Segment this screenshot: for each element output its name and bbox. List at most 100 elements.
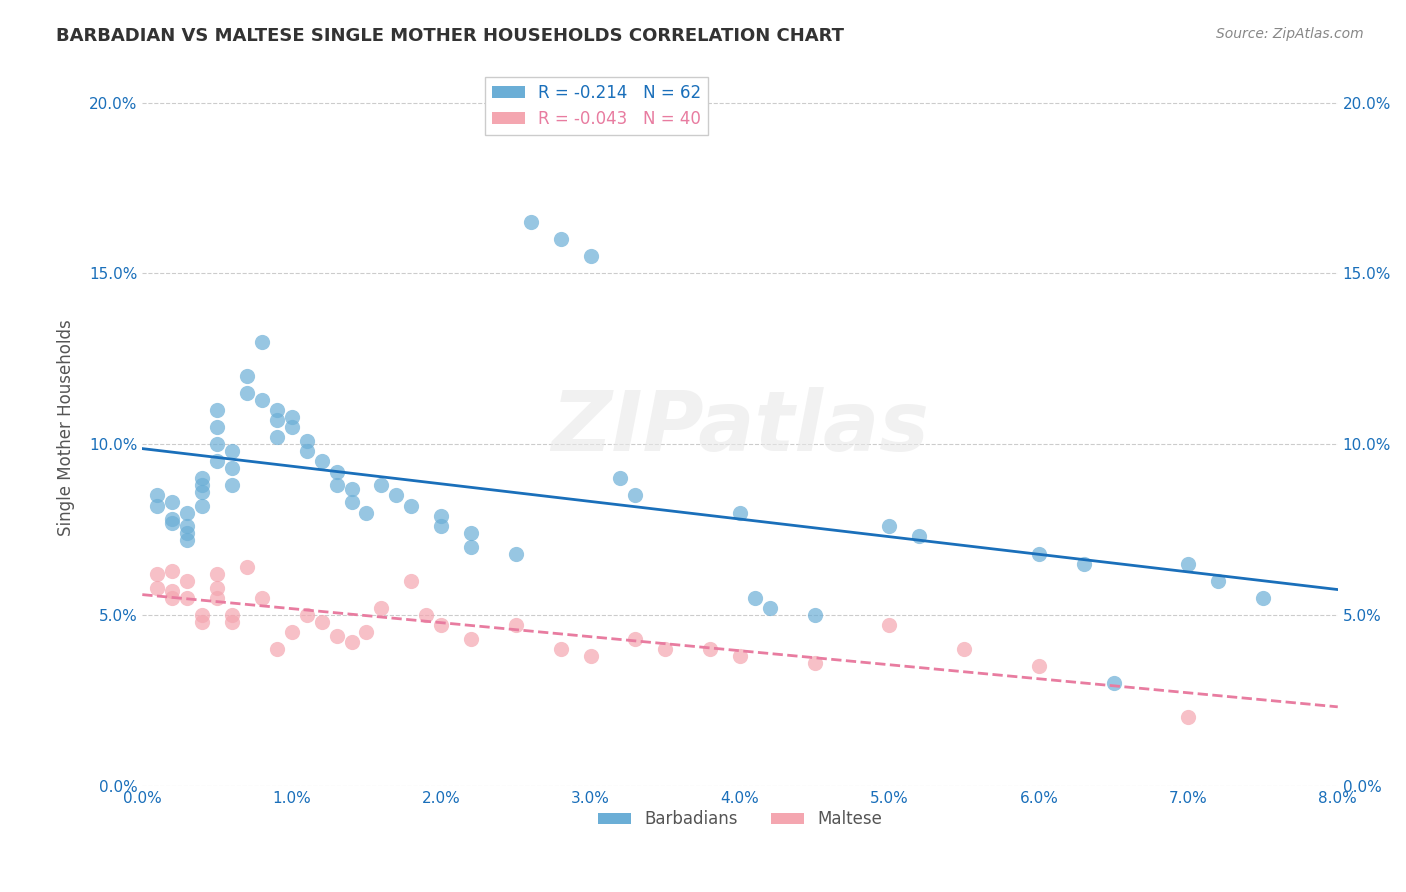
Text: ZIPatlas: ZIPatlas: [551, 386, 929, 467]
Point: [146, 488, 169, 502]
Point: [953, 642, 976, 657]
Point: [505, 618, 527, 632]
Point: [624, 632, 647, 646]
Point: [266, 413, 288, 427]
Point: [146, 581, 169, 595]
Point: [221, 478, 243, 492]
Point: [295, 607, 318, 622]
Point: [340, 482, 363, 496]
Point: [1028, 659, 1050, 673]
Point: [176, 526, 198, 541]
Point: [505, 547, 527, 561]
Point: [728, 648, 751, 663]
Point: [908, 529, 931, 543]
Point: [624, 488, 647, 502]
Point: [803, 656, 825, 670]
Point: [370, 478, 392, 492]
Point: [250, 334, 273, 349]
Point: [160, 512, 183, 526]
Point: [221, 615, 243, 629]
Point: [728, 506, 751, 520]
Point: [385, 488, 408, 502]
Point: [325, 478, 347, 492]
Point: [744, 591, 766, 605]
Point: [266, 642, 288, 657]
Point: [311, 454, 333, 468]
Point: [879, 618, 901, 632]
Point: [340, 495, 363, 509]
Point: [221, 461, 243, 475]
Point: [176, 533, 198, 547]
Text: Source: ZipAtlas.com: Source: ZipAtlas.com: [1216, 27, 1364, 41]
Point: [176, 506, 198, 520]
Point: [236, 386, 259, 401]
Point: [295, 434, 318, 448]
Point: [1102, 676, 1125, 690]
Point: [430, 519, 453, 533]
Point: [520, 215, 543, 229]
Point: [1177, 710, 1199, 724]
Point: [356, 506, 378, 520]
Point: [759, 601, 782, 615]
Point: [550, 642, 572, 657]
Point: [356, 625, 378, 640]
Point: [1206, 574, 1229, 588]
Point: [205, 420, 228, 434]
Point: [1251, 591, 1274, 605]
Text: BARBADIAN VS MALTESE SINGLE MOTHER HOUSEHOLDS CORRELATION CHART: BARBADIAN VS MALTESE SINGLE MOTHER HOUSE…: [56, 27, 844, 45]
Point: [803, 607, 825, 622]
Point: [205, 437, 228, 451]
Point: [280, 409, 302, 424]
Point: [280, 420, 302, 434]
Point: [236, 368, 259, 383]
Point: [160, 495, 183, 509]
Point: [191, 478, 214, 492]
Point: [191, 485, 214, 500]
Point: [370, 601, 392, 615]
Point: [1073, 557, 1095, 571]
Point: [236, 560, 259, 574]
Point: [205, 591, 228, 605]
Point: [460, 632, 482, 646]
Point: [579, 249, 602, 263]
Point: [160, 564, 183, 578]
Point: [460, 526, 482, 541]
Point: [250, 591, 273, 605]
Point: [654, 642, 676, 657]
Point: [146, 499, 169, 513]
Point: [325, 465, 347, 479]
Point: [191, 615, 214, 629]
Point: [221, 444, 243, 458]
Legend: Barbadians, Maltese: Barbadians, Maltese: [591, 804, 889, 835]
Point: [146, 567, 169, 582]
Point: [325, 628, 347, 642]
Point: [191, 499, 214, 513]
Point: [266, 403, 288, 417]
Point: [160, 584, 183, 599]
Point: [1177, 557, 1199, 571]
Point: [266, 430, 288, 444]
Point: [460, 540, 482, 554]
Point: [401, 574, 423, 588]
Point: [191, 471, 214, 485]
Point: [415, 607, 437, 622]
Y-axis label: Single Mother Households: Single Mother Households: [58, 318, 75, 535]
Point: [430, 508, 453, 523]
Point: [176, 574, 198, 588]
Point: [205, 454, 228, 468]
Point: [250, 392, 273, 407]
Point: [176, 519, 198, 533]
Point: [205, 403, 228, 417]
Point: [176, 591, 198, 605]
Point: [221, 607, 243, 622]
Point: [280, 625, 302, 640]
Point: [340, 635, 363, 649]
Point: [699, 642, 721, 657]
Point: [550, 232, 572, 246]
Point: [579, 648, 602, 663]
Point: [430, 618, 453, 632]
Point: [295, 444, 318, 458]
Point: [191, 607, 214, 622]
Point: [1028, 547, 1050, 561]
Point: [205, 567, 228, 582]
